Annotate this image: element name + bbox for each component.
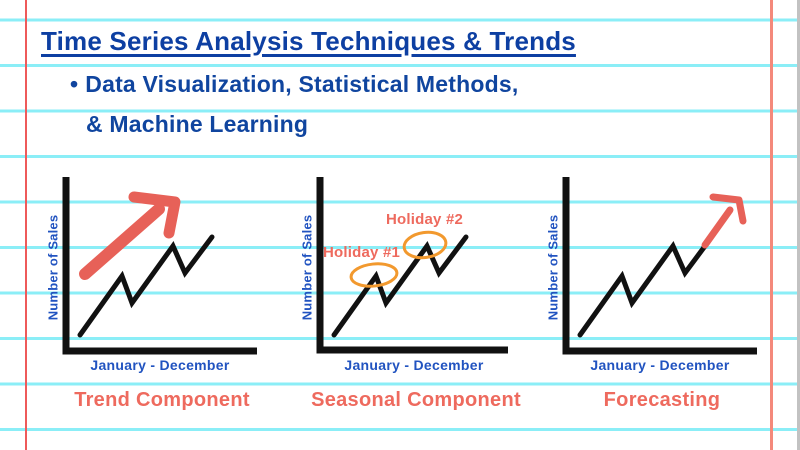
bullet-glyph: • [70,71,79,97]
bullet-line-1: • Data Visualization, Statistical Methods… [70,71,518,98]
zigzag-line [77,234,215,338]
forecast-arrow-icon [701,193,747,249]
chart-title: Seasonal Component [311,389,521,411]
trend-plot [62,177,257,355]
holiday-2-circle [402,230,448,260]
seasonal-plot [316,177,508,354]
x-axis-label: January - December [590,357,730,373]
notebook-margin-line-right [770,0,773,450]
chart-title: Forecasting [603,389,721,411]
chart-axes [562,177,757,355]
trend-arrow-icon [79,191,181,280]
holiday-1-circle [349,262,399,288]
chart-trend-component: Number of Sales January - December Trend… [40,172,272,434]
chart-seasonal-component: Number of Sales Holiday #1 Holiday #2 Ja… [294,172,526,434]
bullet-line-1-text: Data Visualization, Statistical Methods, [85,71,519,97]
x-axis-label: January - December [90,357,230,373]
bullet-line-2: & Machine Learning [86,111,309,137]
chart-title: Trend Component [74,389,250,411]
page-title: Time Series Analysis Techniques & Trends [41,26,576,56]
chart-axes [316,177,508,354]
holiday-1-label: Holiday #1 [323,244,401,261]
forecast-plot [562,177,757,355]
chart-axes [62,177,257,355]
chart-forecasting: Number of Sales January - December Forec… [540,172,772,434]
x-axis-label: January - December [344,357,484,373]
notebook-margin-line-left [24,0,27,450]
zigzag-line [577,239,711,338]
holiday-2-label: Holiday #2 [386,211,464,228]
page-edge-shadow [796,0,800,450]
